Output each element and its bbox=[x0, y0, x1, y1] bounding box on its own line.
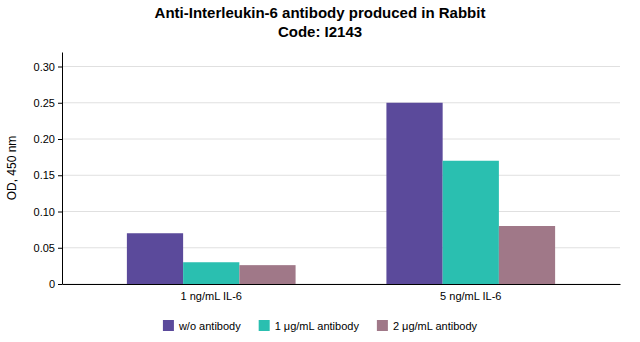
x-tick-label: 5 ng/mL IL-6 bbox=[440, 290, 501, 302]
y-tick-label: 0.20 bbox=[34, 133, 55, 145]
grid-line bbox=[62, 139, 620, 140]
grid bbox=[62, 67, 620, 285]
x-axis-line bbox=[63, 284, 621, 285]
legend-item: w/o antibody bbox=[163, 320, 241, 332]
y-tick-label: 0.25 bbox=[34, 97, 55, 109]
bars bbox=[127, 103, 555, 284]
y-tick-label: 0.15 bbox=[34, 169, 55, 181]
y-tick: 0.10 bbox=[34, 206, 62, 218]
y-tick-label: 0.05 bbox=[34, 242, 55, 254]
x-tick: 1 ng/mL IL-6 bbox=[181, 290, 242, 302]
legend-label: w/o antibody bbox=[178, 320, 241, 332]
y-tick-mark bbox=[58, 175, 62, 176]
bar-series bbox=[183, 161, 499, 284]
y-axis-title: OD, 450 nm bbox=[5, 136, 19, 201]
y-tick-mark bbox=[58, 248, 62, 249]
y-tick-mark bbox=[58, 212, 62, 213]
legend-swatch bbox=[163, 320, 174, 331]
x-tick-label: 1 ng/mL IL-6 bbox=[181, 290, 242, 302]
legend-swatch bbox=[377, 320, 388, 331]
bar bbox=[443, 161, 499, 284]
y-tick: 0.15 bbox=[34, 169, 62, 181]
grid-line bbox=[62, 66, 620, 67]
grid-line bbox=[62, 175, 620, 176]
legend-label: 2 μg/mL antibody bbox=[393, 320, 478, 332]
bar bbox=[386, 103, 442, 284]
bar bbox=[183, 262, 239, 284]
chart-container: Anti-Interleukin-6 antibody produced in … bbox=[0, 0, 640, 342]
x-axis: 1 ng/mL IL-6 5 ng/mL IL-6 bbox=[63, 285, 621, 302]
y-tick: 0.30 bbox=[34, 61, 62, 73]
y-tick-mark bbox=[58, 67, 62, 68]
y-tick-label: 0.30 bbox=[34, 61, 55, 73]
y-tick-label: 0.10 bbox=[34, 206, 55, 218]
y-tick-mark bbox=[58, 284, 62, 285]
y-tick-label: 0 bbox=[49, 278, 55, 290]
y-tick: 0.05 bbox=[34, 242, 62, 254]
y-tick: 0.20 bbox=[34, 133, 62, 145]
legend-item: 1 μg/mL antibody bbox=[259, 320, 360, 332]
chart: Anti-Interleukin-6 antibody produced in … bbox=[0, 0, 640, 342]
legend-swatch bbox=[259, 320, 270, 331]
bar bbox=[499, 226, 555, 284]
plot-area: 0 0.05 0.10 0.15 0.20 0.25 0.30 1 ng/mL IL-6 5 n… bbox=[34, 53, 621, 302]
bar-series bbox=[239, 226, 555, 284]
title: Anti-Interleukin-6 antibody produced in … bbox=[155, 4, 486, 21]
subtitle: Code: I2143 bbox=[278, 23, 362, 40]
legend: w/o antibody 1 μg/mL antibody 2 μg/mL anti… bbox=[163, 320, 478, 332]
grid-line bbox=[62, 211, 620, 212]
y-tick-mark bbox=[58, 103, 62, 104]
y-axis: 0 0.05 0.10 0.15 0.20 0.25 0.30 bbox=[34, 53, 63, 291]
grid-line bbox=[62, 102, 620, 103]
title-group: Anti-Interleukin-6 antibody produced in … bbox=[155, 4, 486, 40]
x-tick: 5 ng/mL IL-6 bbox=[440, 290, 501, 302]
bar bbox=[239, 265, 295, 284]
y-tick: 0.25 bbox=[34, 97, 62, 109]
y-tick: 0 bbox=[49, 278, 62, 290]
y-axis-line bbox=[62, 53, 63, 285]
legend-label: 1 μg/mL antibody bbox=[275, 320, 360, 332]
legend-item: 2 μg/mL antibody bbox=[377, 320, 478, 332]
bar bbox=[127, 233, 183, 284]
bar-series bbox=[127, 103, 443, 284]
y-tick-mark bbox=[58, 139, 62, 140]
